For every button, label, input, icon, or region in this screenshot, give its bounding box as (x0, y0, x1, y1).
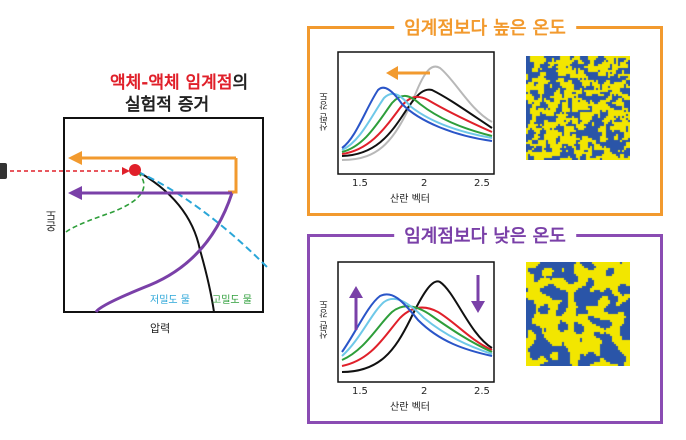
simulation-snapshot-below (526, 262, 630, 366)
curve-blue (341, 86, 493, 149)
curve-red (341, 95, 493, 155)
below-y-label: 산란 강도 (320, 300, 330, 339)
curve-black (341, 88, 493, 157)
high-density-label: 고밀도 물 (212, 295, 252, 306)
above-tick-2: 2 (421, 178, 428, 189)
main-title-highlight: 액체-액체 임계점 (110, 73, 233, 93)
curve-green (341, 95, 493, 153)
low-density-label: 저밀도 물 (150, 295, 190, 306)
above-tick-1: 1.5 (352, 178, 368, 189)
phase-diagram-box (63, 117, 264, 313)
widom-line-cyan (137, 171, 269, 269)
main-title-suffix: 의 (232, 73, 249, 93)
laser-arrowhead-icon (122, 167, 130, 175)
main-title-line2: 실험적 증거 (125, 95, 210, 115)
main-title-line1: 액체-액체 임계점의 (110, 68, 248, 93)
curve-black-below (341, 280, 493, 373)
laser-source-icon (0, 163, 7, 179)
coexistence-line (134, 169, 215, 313)
below-x-label: 산란 벡터 (390, 402, 430, 413)
above-tick-3: 2.5 (474, 178, 490, 189)
orange-arrowhead-icon (68, 151, 82, 165)
below-tick-3: 2.5 (474, 386, 490, 397)
below-tick-1: 1.5 (352, 386, 368, 397)
rise-arrowhead-icon (349, 286, 363, 298)
panel-below-critical: 임계점보다 낮은 온도 (307, 222, 663, 424)
purple-arrowhead-icon (68, 186, 82, 200)
phase-x-label: 압력 (150, 322, 171, 335)
below-tick-2: 2 (421, 386, 428, 397)
curve-cyan (341, 92, 493, 151)
fall-arrowhead-icon (471, 301, 485, 313)
panel-below-title: 임계점보다 낮은 온도 (394, 222, 576, 248)
panel-above-title: 임계점보다 높은 온도 (394, 14, 576, 40)
spinodal-green (65, 171, 145, 233)
critical-point (129, 164, 141, 176)
simulation-snapshot-above (526, 56, 630, 160)
sim-below-canvas (526, 262, 630, 366)
above-x-label: 산란 벡터 (390, 194, 430, 205)
sim-above-canvas (526, 56, 630, 160)
shift-arrowhead-left-icon (386, 66, 398, 80)
panel-above-critical: 임계점보다 높은 온도 (307, 14, 663, 216)
purple-path-curve (94, 192, 234, 313)
curve-blue-below (341, 293, 493, 357)
